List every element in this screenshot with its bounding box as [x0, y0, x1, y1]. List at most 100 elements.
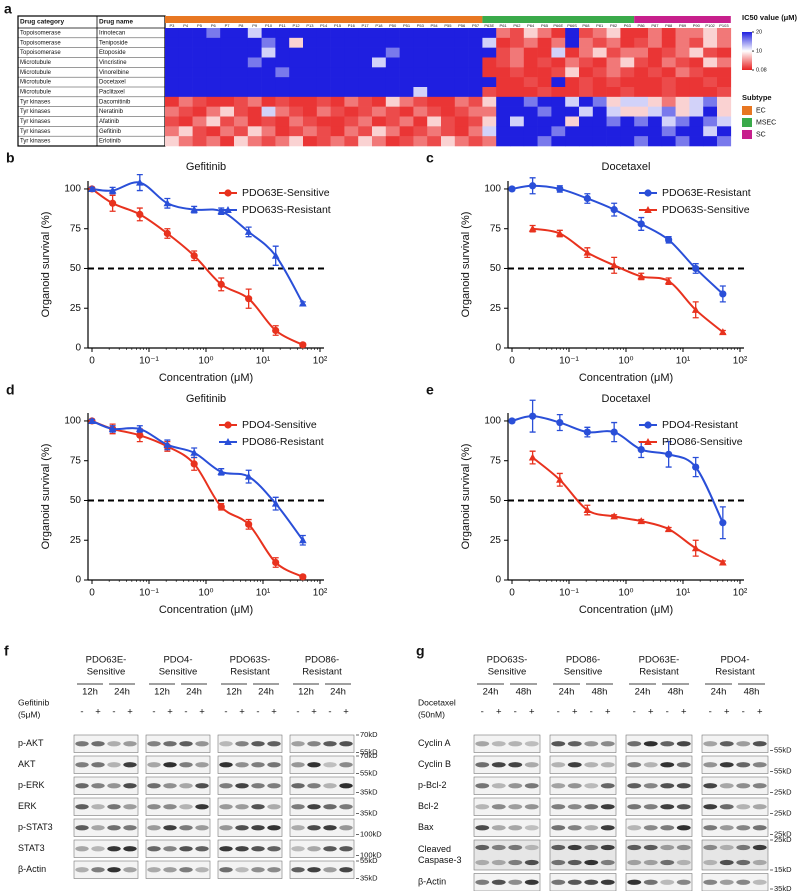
blot-band: [235, 783, 249, 789]
legend-marker: [644, 189, 652, 197]
heatmap-cell: [165, 87, 180, 98]
data-point: [136, 178, 144, 186]
heatmap-cell: [565, 116, 580, 127]
heatmap-cell: [192, 96, 207, 107]
heatmap-cell: [634, 116, 649, 127]
blot-band: [475, 762, 490, 768]
data-point: [299, 536, 307, 544]
heatmap-cell: [316, 28, 331, 39]
blot-panel: [289, 797, 355, 816]
heatmap-cell: [648, 37, 663, 48]
blot-band: [508, 879, 523, 885]
x-tick-label: 10⁻¹: [139, 356, 159, 367]
heatmap-cell: [606, 106, 621, 117]
heatmap-cell: [220, 116, 235, 127]
heatmap-cell: [592, 67, 607, 78]
treatment-sign: +: [95, 707, 101, 718]
blot-panel: [73, 818, 139, 837]
data-point: [163, 199, 172, 207]
heatmap-cell: [551, 87, 566, 98]
blot-band: [163, 825, 177, 831]
blot-band: [307, 867, 321, 873]
heatmap-cell: [510, 106, 525, 117]
blot-panel: [701, 797, 769, 816]
heatmap-cell: [165, 47, 180, 58]
heatmap-cell: [523, 57, 538, 68]
data-point: [508, 185, 516, 193]
heatmap-cell: [468, 136, 483, 147]
x-tick-label: 10⁻¹: [139, 588, 159, 599]
x-tick-label: 10¹: [676, 356, 691, 367]
heatmap-cell: [592, 116, 607, 127]
protein-label: p-Bcl-2: [418, 780, 447, 790]
y-tick-label: 100: [484, 416, 501, 427]
heatmap-cell: [220, 37, 235, 48]
blot-panel: [73, 755, 139, 774]
drug-category: Microtubule: [20, 80, 52, 86]
blot-panel: [289, 734, 355, 753]
blot-band: [179, 846, 193, 852]
heatmap-cell: [510, 37, 525, 48]
heatmap-cell: [454, 57, 469, 68]
drug-name: Vinorelbine: [99, 70, 130, 76]
protein-label: β-Actin: [418, 877, 446, 887]
heatmap-cell: [192, 87, 207, 98]
heatmap-cell: [689, 116, 704, 127]
heatmap-cell: [661, 96, 676, 107]
heatmap-cell: [234, 77, 249, 88]
blot-band: [91, 762, 105, 768]
treatment-label: Gefitinib: [18, 697, 49, 707]
group-label: PDO86-: [305, 655, 339, 666]
blot-band: [491, 741, 506, 747]
sample-label: P18: [375, 23, 383, 28]
blot-band: [660, 762, 675, 768]
blot-band: [584, 741, 599, 747]
heatmap-cell: [178, 37, 193, 48]
heatmap-cell: [606, 28, 621, 39]
heatmap-cell: [178, 67, 193, 78]
heatmap-cell: [634, 126, 649, 137]
heatmap-cell: [427, 106, 442, 117]
blot-band: [600, 879, 615, 885]
x-tick-label: 0: [509, 588, 515, 599]
blot-band: [291, 783, 305, 789]
heatmap-cell: [206, 136, 221, 147]
heatmap-cell: [551, 136, 566, 147]
data-point: [719, 519, 727, 527]
data-point: [109, 199, 117, 207]
heatmap-cell: [717, 136, 732, 147]
blot-panel: [625, 734, 693, 753]
heatmap-cell: [247, 96, 262, 107]
heatmap-cell: [606, 136, 621, 147]
size-marker: 35kD: [360, 787, 378, 796]
treatment-sign: +: [648, 707, 654, 718]
treatment-sign: +: [757, 707, 763, 718]
blot-band: [267, 783, 281, 789]
drug-category: Microtubule: [20, 70, 52, 76]
blot-band: [147, 867, 161, 873]
y-tick-label: 25: [70, 303, 82, 314]
heatmap-cell: [648, 106, 663, 117]
data-point: [163, 229, 171, 238]
heatmap-cell: [565, 106, 580, 117]
data-point: [299, 573, 307, 581]
blot-band: [307, 825, 321, 831]
heatmap-cell: [496, 126, 511, 137]
blot-band: [703, 783, 718, 789]
protein-label: AKT: [18, 759, 36, 769]
x-axis-label: Concentration (μM): [579, 604, 673, 616]
heatmap-cell: [372, 106, 387, 117]
heatmap-cell: [468, 57, 483, 68]
heatmap-cell: [454, 96, 469, 107]
heatmap-cell: [192, 116, 207, 127]
blot-band: [339, 867, 353, 873]
heatmap-cell: [675, 106, 690, 117]
heatmap-cell: [178, 57, 193, 68]
heatmap-cell: [717, 116, 732, 127]
blot-band: [491, 879, 506, 885]
treatment-sign: -: [666, 707, 669, 718]
heatmap-cell: [634, 67, 649, 78]
sample-label: P50: [389, 23, 397, 28]
y-tick-label: 0: [75, 343, 81, 354]
blot-band: [676, 859, 691, 866]
